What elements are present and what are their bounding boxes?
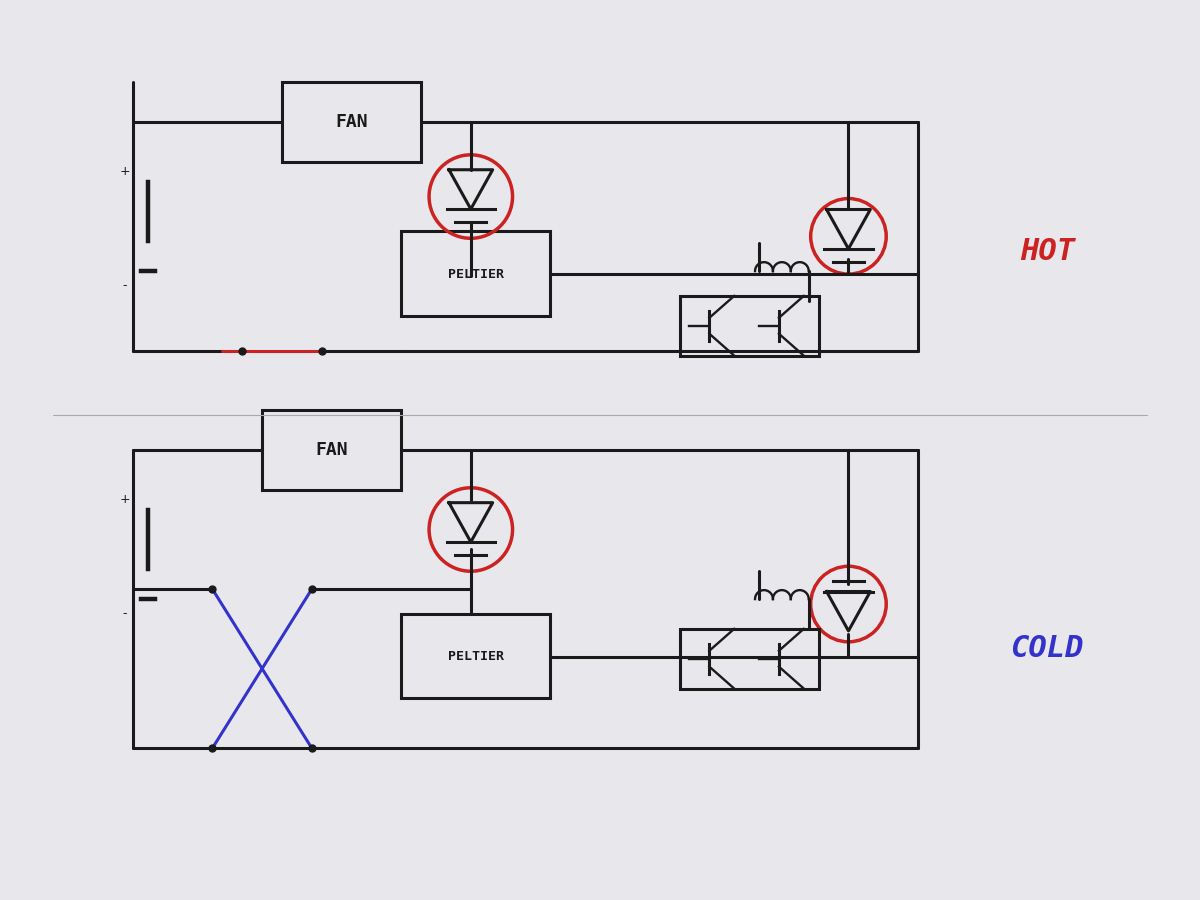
Text: -: - (122, 608, 127, 620)
Text: FAN: FAN (316, 441, 348, 459)
Bar (282, 82, 421, 162)
Text: PELTIER: PELTIER (448, 650, 504, 663)
Text: PELTIER: PELTIER (448, 267, 504, 281)
Text: COLD: COLD (1010, 634, 1084, 663)
Bar (679, 629, 818, 688)
Text: HOT: HOT (1020, 237, 1075, 266)
Bar (401, 231, 551, 316)
Bar (262, 410, 401, 490)
Text: +: + (120, 166, 131, 178)
Bar (679, 296, 818, 356)
Text: -: - (122, 280, 127, 292)
Bar (401, 614, 551, 698)
Text: +: + (120, 493, 131, 506)
Text: FAN: FAN (335, 113, 368, 131)
